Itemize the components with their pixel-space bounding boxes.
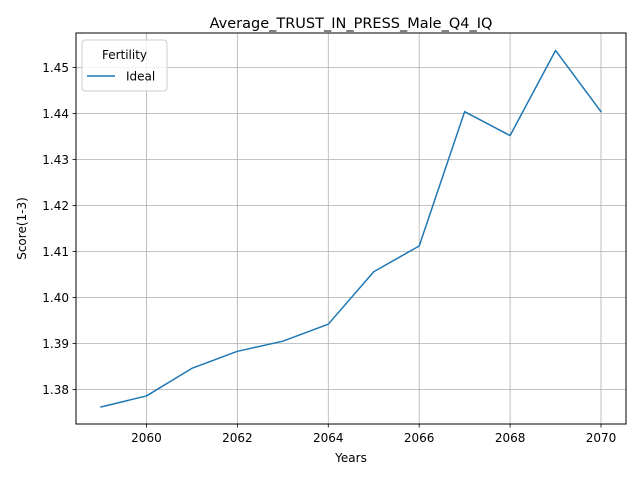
x-tick-label: 2066 <box>404 431 435 445</box>
y-tick-label: 1.38 <box>42 383 69 397</box>
x-tick-label: 2068 <box>495 431 526 445</box>
y-tick-label: 1.40 <box>42 291 69 305</box>
y-axis-label: Score(1-3) <box>15 197 29 260</box>
x-axis-label: Years <box>334 451 367 465</box>
x-axis-ticks: 2060 2062 2064 2066 2068 2070 <box>131 424 616 445</box>
y-tick-label: 1.45 <box>42 61 69 75</box>
y-tick-label: 1.43 <box>42 153 69 167</box>
legend: Fertility Ideal <box>81 39 168 92</box>
y-tick-label: 1.44 <box>42 107 69 121</box>
legend-box <box>81 39 168 92</box>
series-layer <box>100 49 603 408</box>
x-tick-label: 2062 <box>222 431 253 445</box>
y-axis-ticks: 1.38 1.39 1.40 1.41 1.42 1.43 1.44 1.45 <box>42 61 76 397</box>
plot-frame <box>75 32 627 425</box>
y-tick-label: 1.39 <box>42 337 69 351</box>
x-tick-label: 2070 <box>586 431 617 445</box>
legend-title: Fertility <box>102 48 147 62</box>
chart-title: Average_TRUST_IN_PRESS_Male_Q4_IQ <box>210 16 493 32</box>
x-tick-label: 2064 <box>313 431 344 445</box>
legend-entry-label: Ideal <box>126 70 155 84</box>
gridlines <box>76 33 626 424</box>
x-tick-label: 2060 <box>131 431 162 445</box>
y-tick-label: 1.41 <box>42 245 69 259</box>
series-line-ideal <box>100 49 603 408</box>
y-tick-label: 1.42 <box>42 199 69 213</box>
